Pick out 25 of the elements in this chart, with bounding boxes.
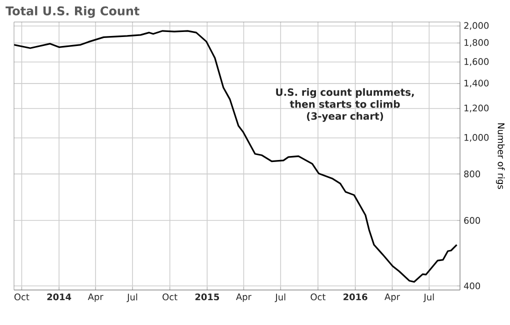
x-tick-label: Jul: [274, 294, 286, 302]
x-tick-label: Oct: [14, 294, 30, 300]
x-tick-label: Jul: [423, 294, 434, 302]
x-tick-label: Oct: [162, 294, 178, 300]
x-tick-label: 2015: [195, 294, 220, 300]
x-tick-label: 2014: [47, 294, 72, 300]
line-series: [14, 30, 458, 283]
y-tick-label: 1,600: [464, 58, 489, 66]
x-tick-label: Apr: [384, 294, 400, 302]
annotation: U.S. rig count plummets, then starts to climb (3-year chart): [276, 88, 414, 122]
x-tick-label: Jul: [126, 294, 138, 302]
y-tick-label: 1,400: [464, 80, 489, 88]
x-tick-label: Apr: [236, 294, 252, 302]
y-tick-label: 1,200: [464, 104, 489, 112]
x-tick-label: 2016: [344, 294, 368, 300]
y-tick-label: 800: [464, 170, 480, 178]
y-tick-label: 1,800: [464, 39, 489, 47]
chart-title: Total U.S. Rig Count: [6, 6, 140, 18]
x-tick-label: Apr: [88, 294, 104, 302]
y-tick-label: 1,000: [464, 134, 489, 142]
y-tick-label: 2,000: [464, 22, 489, 30]
y-axis-title: Number of rigs: [496, 123, 505, 189]
y-tick-label: 400: [464, 282, 480, 290]
x-tick-label: Oct: [310, 294, 326, 300]
y-tick-label: 600: [464, 217, 480, 224]
